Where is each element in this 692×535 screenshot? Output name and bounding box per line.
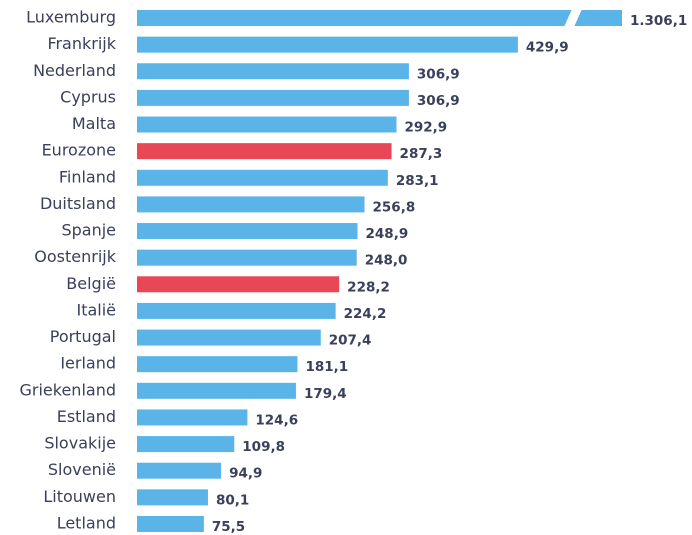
bar [137, 462, 222, 479]
category-label: Griekenland [20, 380, 117, 399]
value-label: 256,8 [373, 199, 416, 215]
value-label: 179,4 [304, 386, 347, 402]
category-label: Malta [72, 114, 116, 133]
bar [137, 249, 357, 266]
value-label: 124,6 [255, 412, 298, 428]
bar [137, 10, 622, 26]
value-label: 283,1 [396, 173, 439, 189]
category-label: Litouwen [43, 487, 116, 506]
axis-break [564, 9, 582, 27]
bar [137, 223, 358, 240]
category-label: Cyprus [60, 87, 116, 106]
value-label: 248,0 [365, 253, 408, 269]
value-label: 94,9 [229, 466, 262, 482]
category-label: Letland [57, 513, 116, 532]
category-label: Slovakije [44, 434, 116, 453]
bar [137, 36, 518, 53]
bar [137, 409, 248, 426]
value-label: 80,1 [216, 492, 249, 508]
category-label: Luxemburg [26, 8, 116, 27]
value-label: 109,8 [242, 439, 285, 455]
bar [137, 143, 392, 160]
value-label: 287,3 [400, 146, 443, 162]
value-label: 1.306,1 [630, 13, 687, 29]
category-label: Duitsland [40, 194, 116, 213]
category-label: Eurozone [42, 141, 116, 160]
value-label: 75,5 [212, 519, 245, 535]
category-label: Ierland [60, 354, 116, 373]
value-label: 228,2 [347, 279, 390, 295]
bar [137, 169, 388, 186]
bar [137, 116, 397, 133]
bar [137, 382, 296, 399]
value-label: 181,1 [305, 359, 348, 375]
category-label: Nederland [33, 61, 116, 80]
value-label: 248,9 [366, 226, 409, 242]
bar [137, 302, 336, 319]
category-label: Frankrijk [47, 34, 116, 53]
category-label: Slovenië [48, 460, 116, 479]
category-label: Estland [57, 407, 116, 426]
category-label: Oostenrijk [34, 247, 116, 266]
category-label: Portugal [50, 327, 116, 346]
bar [137, 436, 235, 453]
value-label: 224,2 [344, 306, 387, 322]
category-label: Italië [76, 300, 116, 319]
bar [137, 515, 204, 532]
bar [137, 196, 365, 213]
value-label: 207,4 [329, 333, 372, 349]
category-label: Spanje [61, 221, 116, 240]
bar [137, 356, 298, 373]
bar [137, 63, 409, 80]
value-label: 292,9 [405, 120, 448, 136]
category-label: België [66, 274, 116, 293]
bar [137, 489, 208, 506]
value-label: 306,9 [417, 93, 460, 109]
bar [137, 89, 409, 106]
value-label: 306,9 [417, 66, 460, 82]
value-label: 429,9 [526, 40, 569, 56]
bar [137, 276, 340, 293]
bar [137, 329, 321, 346]
category-label: Finland [59, 167, 116, 186]
